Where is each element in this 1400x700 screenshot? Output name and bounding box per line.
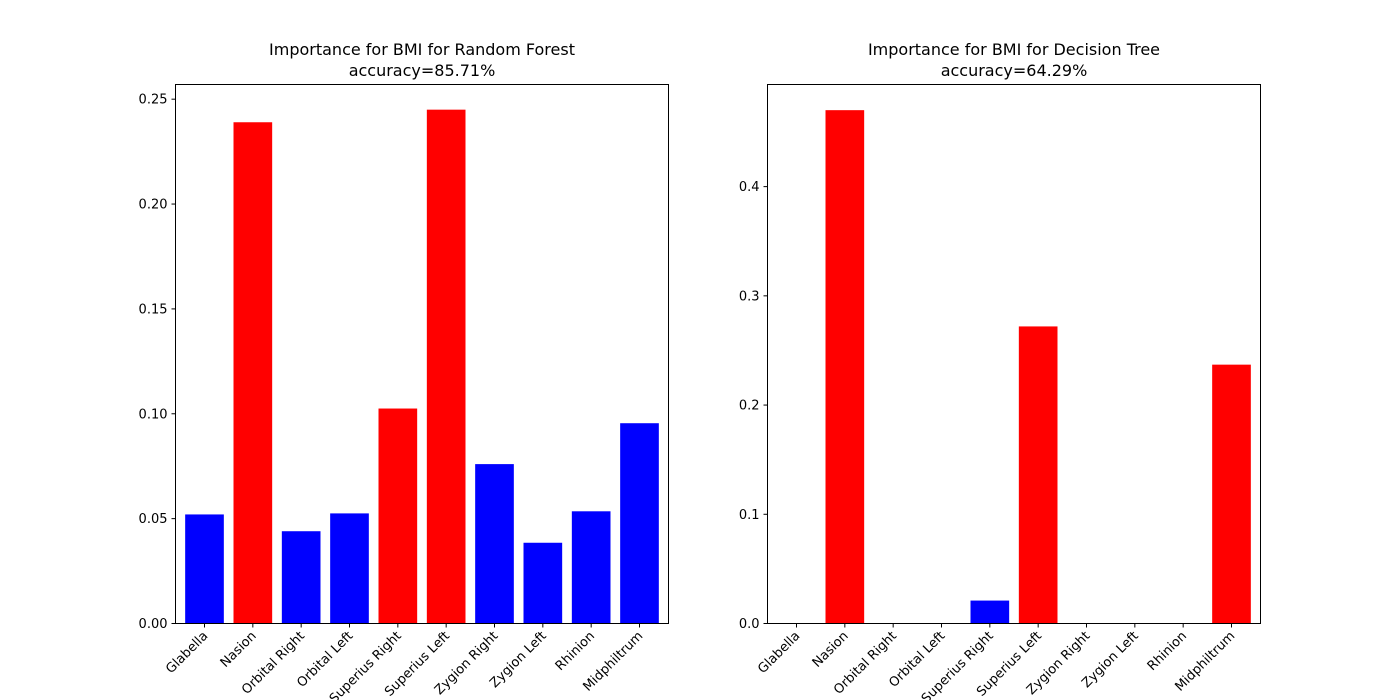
- chart-subtitle: accuracy=64.29%: [941, 61, 1088, 80]
- y-tick-label: 0.2: [739, 399, 760, 414]
- bar-superius-left: [426, 109, 466, 624]
- chart-subtitle: accuracy=85.71%: [349, 61, 496, 80]
- y-tick-label: 0.3: [739, 289, 760, 304]
- bar-zygion-right: [475, 464, 514, 624]
- y-tick-label: 0.00: [139, 617, 168, 632]
- y-tick-label: 0.25: [139, 93, 168, 108]
- bar-nasion: [233, 122, 273, 624]
- bar-midphiltrum: [620, 423, 659, 624]
- bar-midphiltrum: [1212, 364, 1251, 624]
- bars: [825, 110, 1251, 624]
- bar-superius-right: [378, 408, 418, 624]
- bar-rhinion: [571, 511, 611, 624]
- bar-zygion-left: [523, 542, 563, 624]
- bar-orbital-right: [281, 531, 321, 624]
- plot-frame: [175, 84, 669, 624]
- chart-title: Importance for BMI for Decision Tree: [868, 40, 1160, 59]
- y-tick-label: 0.0: [739, 617, 760, 632]
- y-tick-label: 0.05: [139, 512, 168, 527]
- chart-title: Importance for BMI for Random Forest: [269, 40, 575, 59]
- y-tick-label: 0.20: [139, 198, 168, 213]
- bar-superius-left: [1018, 326, 1058, 624]
- bars: [185, 109, 659, 624]
- y-tick-label: 0.15: [139, 302, 168, 317]
- bar-glabella: [185, 514, 224, 624]
- bar-superius-right: [970, 600, 1010, 624]
- y-axis: 0.0 0.1 0.2 0.3 0.4: [739, 180, 768, 632]
- bar-orbital-left: [330, 513, 369, 624]
- y-tick-label: 0.4: [739, 180, 760, 195]
- y-tick-label: 0.10: [139, 407, 168, 422]
- bar-nasion: [825, 110, 865, 624]
- plot-frame: [767, 84, 1261, 624]
- y-tick-label: 0.1: [739, 508, 760, 523]
- y-axis: 0.00 0.05 0.10 0.15 0.20 0.25: [139, 93, 176, 632]
